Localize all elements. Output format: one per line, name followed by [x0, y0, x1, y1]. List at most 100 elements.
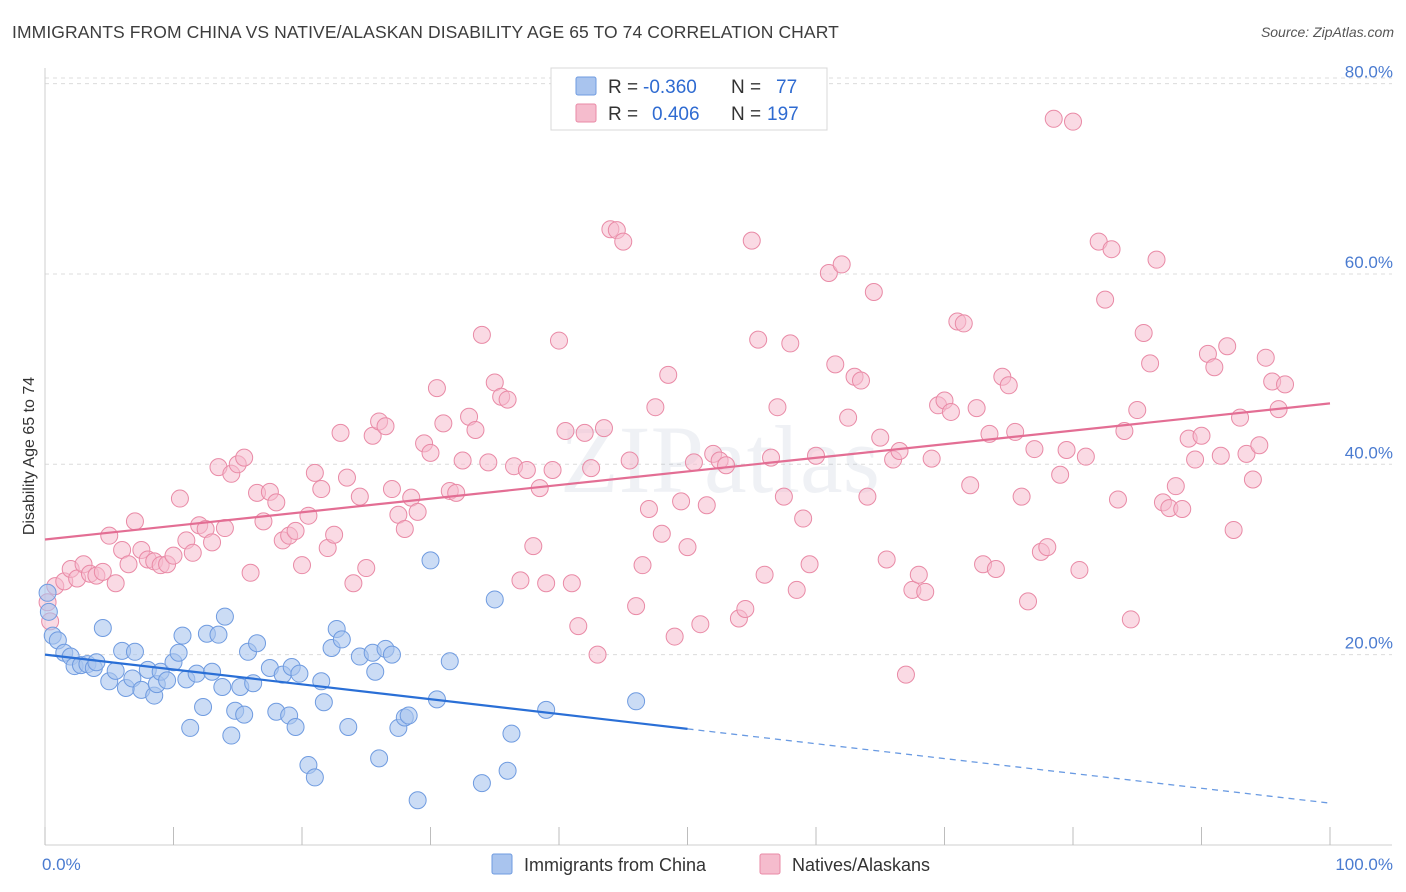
natives-alaskans-point — [877, 550, 896, 569]
natives-alaskans-point — [697, 496, 716, 515]
source-label: Source: ZipAtlas.com — [1260, 24, 1394, 40]
natives-alaskans-point — [1019, 592, 1038, 611]
immigrants-china-point — [235, 705, 254, 724]
natives-alaskans-point — [421, 443, 440, 462]
natives-alaskans-point — [434, 414, 453, 433]
legend-swatch-pink — [575, 103, 597, 123]
natives-alaskans-point — [774, 487, 793, 506]
natives-alaskans-point — [1115, 421, 1134, 440]
series-swatch-china — [491, 853, 513, 875]
natives-alaskans-point — [1218, 337, 1237, 356]
natives-alaskans-point — [678, 538, 697, 557]
series-label-natives: Natives/Alaskans — [792, 855, 930, 875]
y-tick-label: 20.0% — [1345, 634, 1393, 653]
immigrants-china-point — [286, 717, 305, 736]
x-tick-label-max: 100.0% — [1335, 855, 1393, 874]
natives-alaskans-point — [839, 408, 858, 427]
natives-alaskans-point — [1096, 290, 1115, 309]
natives-alaskans-point — [588, 645, 607, 664]
immigrants-china-point — [382, 645, 401, 664]
natives-alaskans-point — [620, 451, 639, 470]
natives-alaskans-point — [286, 521, 305, 540]
natives-alaskans-point — [922, 449, 941, 468]
immigrants-china-point — [332, 630, 351, 649]
natives-alaskans-point — [382, 480, 401, 499]
natives-alaskans-point — [556, 421, 575, 440]
immigrants-china-point — [215, 607, 234, 626]
immigrants-china-points — [38, 551, 646, 810]
natives-alaskans-point — [781, 334, 800, 353]
legend-r-label-1: R = — [608, 77, 638, 98]
natives-alaskans-point — [479, 453, 498, 472]
legend-r-value-1: -0.360 — [643, 77, 697, 98]
natives-alaskans-point — [537, 574, 556, 593]
natives-alaskans-point — [941, 402, 960, 421]
natives-alaskans-point — [1057, 441, 1076, 460]
natives-alaskans-point — [350, 487, 369, 506]
natives-alaskans-point — [639, 500, 658, 519]
natives-alaskans-point — [736, 599, 755, 618]
axes — [44, 68, 1392, 846]
immigrants-china-point — [472, 774, 491, 793]
immigrants-china-point — [106, 661, 125, 680]
immigrants-china-point — [203, 662, 222, 681]
legend-r-label-2: R = — [608, 104, 638, 125]
natives-alaskans-point — [1250, 436, 1269, 455]
natives-alaskans-point — [999, 376, 1018, 395]
natives-alaskans-point — [453, 451, 472, 470]
natives-alaskans-point — [357, 559, 376, 578]
natives-alaskans-point — [524, 537, 543, 556]
immigrants-china-point — [498, 761, 517, 780]
immigrants-china-point — [502, 724, 521, 743]
natives-alaskans-point — [1186, 450, 1205, 469]
chart-title: IMMIGRANTS FROM CHINA VS NATIVE/ALASKAN … — [12, 22, 839, 42]
natives-alaskans-point — [1243, 470, 1262, 489]
natives-alaskans-point — [794, 509, 813, 528]
natives-alaskans-point — [164, 546, 183, 565]
immigrants-china-point — [38, 583, 57, 602]
immigrants-china-point — [248, 634, 267, 653]
natives-alaskans-point — [517, 461, 536, 480]
immigrants-china-trendline — [44, 653, 688, 730]
immigrants-china-point — [209, 625, 228, 644]
natives-alaskans-point — [1211, 446, 1230, 465]
natives-alaskans-point — [594, 419, 613, 438]
natives-alaskans-point — [807, 446, 825, 465]
natives-alaskans-point — [376, 417, 395, 436]
immigrants-china-point — [181, 718, 200, 737]
natives-alaskans-point — [293, 556, 311, 575]
natives-alaskans-point — [582, 459, 601, 478]
immigrants-china-point — [125, 642, 144, 661]
natives-alaskans-point — [672, 492, 691, 511]
immigrants-china-point — [194, 697, 213, 716]
series-label-china: Immigrants from China — [524, 855, 707, 875]
natives-alaskans-point — [909, 565, 928, 584]
natives-alaskans-point — [832, 255, 851, 274]
natives-alaskans-point — [646, 398, 665, 417]
natives-alaskans-point — [1192, 426, 1211, 445]
natives-alaskans-point — [575, 423, 594, 442]
natives-alaskans-point — [100, 526, 119, 545]
immigrants-china-point — [408, 791, 427, 810]
natives-alaskans-point — [408, 502, 427, 521]
y-tick-labels: 20.0% 40.0% 60.0% 80.0% — [1345, 63, 1393, 653]
natives-alaskans-point — [1044, 109, 1063, 128]
immigrants-china-point — [213, 678, 232, 697]
natives-alaskans-point — [106, 574, 125, 593]
natives-alaskans-point — [819, 263, 838, 282]
natives-alaskans-point — [325, 525, 344, 544]
natives-alaskans-point — [1076, 447, 1095, 466]
legend-r-value-2: 0.406 — [652, 104, 700, 125]
natives-alaskans-point — [125, 512, 144, 531]
natives-alaskans-point — [93, 562, 112, 581]
natives-alaskans-point — [1256, 348, 1275, 367]
natives-alaskans-point — [543, 461, 562, 480]
natives-alaskans-point — [562, 574, 581, 593]
natives-alaskans-point — [1102, 240, 1121, 259]
natives-alaskans-point — [954, 314, 973, 333]
natives-alaskans-point — [614, 232, 633, 251]
natives-alaskans-point — [1064, 112, 1082, 131]
natives-alaskans-point — [768, 398, 787, 417]
series-legend: Immigrants from China Natives/Alaskans — [491, 853, 930, 875]
